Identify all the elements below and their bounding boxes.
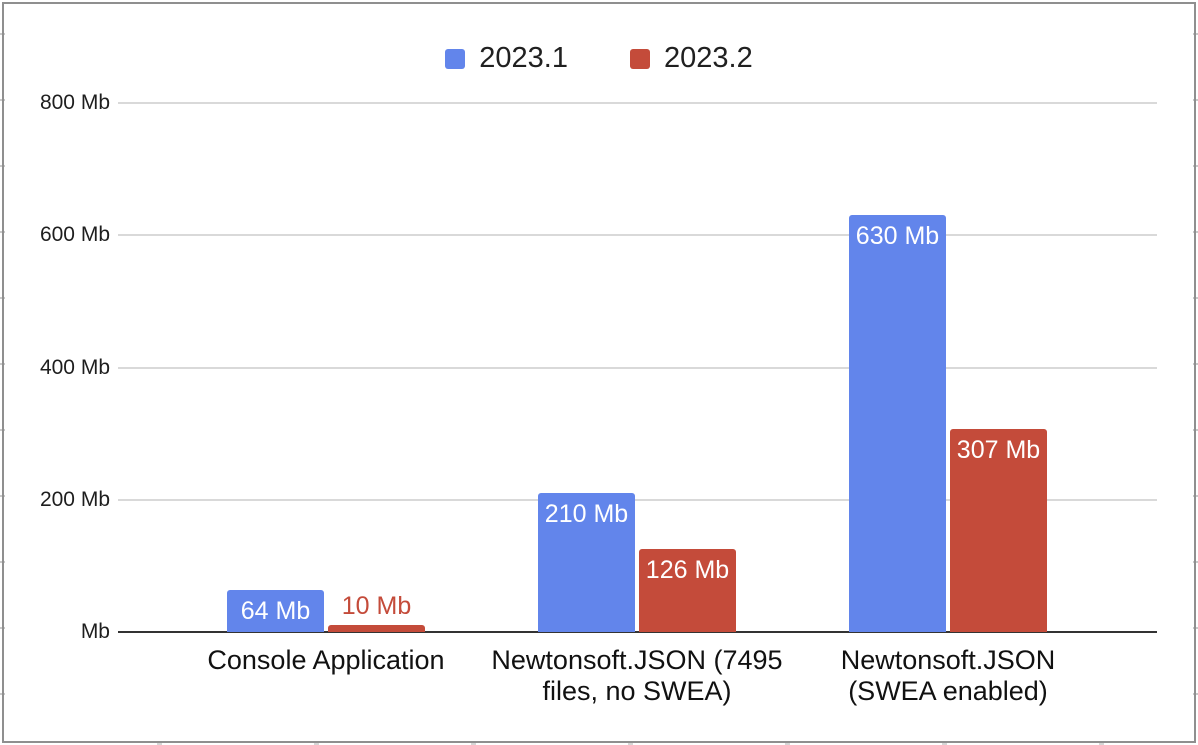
- legend-label-2023-2: 2023.2: [664, 42, 753, 74]
- left-edge-tick: [0, 297, 5, 299]
- legend-swatch-2023-2-icon: [630, 48, 650, 69]
- bottom-edge-tick: [314, 742, 319, 745]
- left-edge-tick: [0, 561, 5, 563]
- right-edge-tick: [1193, 231, 1198, 233]
- bar-2023.2-group1: [328, 625, 425, 632]
- left-edge-tick: [0, 693, 5, 695]
- legend-item-2023-1: 2023.1: [445, 42, 568, 75]
- left-edge-tick: [0, 363, 5, 365]
- gridline-200: [118, 498, 1157, 501]
- left-edge-tick: [0, 429, 5, 431]
- x-category-label-group3: Newtonsoft.JSON (SWEA enabled): [840, 645, 1056, 707]
- bar-2023.1-group2: [538, 493, 635, 632]
- right-edge-tick: [1193, 693, 1198, 695]
- bar-2023.2-group3: [950, 429, 1047, 632]
- right-edge-tick: [1193, 561, 1198, 563]
- gridline-800: [118, 102, 1157, 104]
- bar-value-label-2023.2-group1: 10 Mb: [341, 592, 412, 621]
- bar-value-label-2023.1-group2: 210 Mb: [544, 500, 629, 529]
- y-tick-label-0: Mb: [80, 620, 110, 643]
- gridline-600: [118, 234, 1157, 237]
- x-axis-line: [118, 631, 1157, 633]
- bottom-edge-tick: [628, 742, 633, 745]
- right-edge-tick: [1193, 495, 1198, 497]
- right-edge-tick: [1193, 165, 1198, 167]
- bar-value-label-2023.1-group1: 64 Mb: [240, 596, 311, 625]
- bar-2023.1-group1: [227, 589, 324, 632]
- bar-2023.1-group3: [849, 215, 946, 632]
- legend-label-2023-1: 2023.1: [479, 42, 568, 74]
- bottom-edge-tick: [1099, 742, 1104, 745]
- y-tick-label-400: 400 Mb: [39, 355, 110, 379]
- bar-value-label-2023.1-group3: 630 Mb: [855, 222, 940, 251]
- right-edge-tick: [1193, 429, 1198, 431]
- left-edge-tick: [0, 627, 5, 629]
- right-edge-tick: [1193, 627, 1198, 629]
- left-edge-tick: [0, 231, 5, 233]
- bottom-edge-tick: [785, 742, 790, 745]
- y-tick-label-600: 600 Mb: [39, 223, 110, 247]
- left-edge-tick: [0, 33, 5, 35]
- legend: 2023.1 2023.2: [0, 42, 1198, 75]
- bar-value-label-2023.2-group2: 126 Mb: [645, 555, 730, 584]
- left-edge-tick: [0, 99, 5, 101]
- right-edge-tick: [1193, 33, 1198, 35]
- left-edge-tick: [0, 165, 5, 167]
- bottom-edge-tick: [942, 742, 947, 745]
- x-category-label-group2: Newtonsoft.JSON (7495 files, no SWEA): [491, 645, 783, 707]
- right-edge-tick: [1193, 363, 1198, 365]
- legend-swatch-2023-1-icon: [445, 48, 466, 69]
- x-category-label-group1: Console Application: [207, 645, 445, 675]
- legend-item-2023-2: 2023.2: [630, 42, 753, 75]
- bottom-edge-tick: [471, 742, 476, 745]
- bar-2023.2-group2: [639, 548, 736, 632]
- y-tick-label-200: 200 Mb: [39, 487, 110, 511]
- bottom-edge-tick: [157, 742, 162, 745]
- bar-value-label-2023.2-group3: 307 Mb: [956, 436, 1041, 464]
- left-edge-tick: [0, 495, 5, 497]
- right-edge-tick: [1193, 297, 1198, 299]
- right-edge-tick: [1193, 99, 1198, 101]
- gridline-400: [118, 366, 1157, 369]
- y-tick-label-800: 800 Mb: [39, 91, 110, 114]
